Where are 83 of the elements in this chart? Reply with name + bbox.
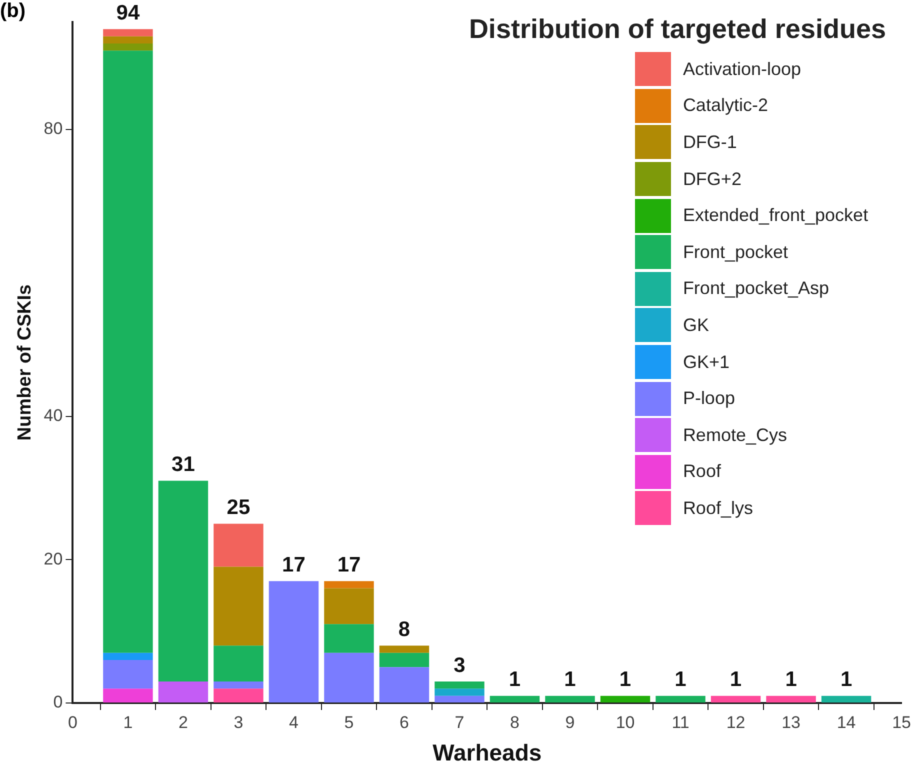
x-tick-label: 15 — [892, 712, 912, 732]
legend-label: Catalytic-2 — [682, 95, 768, 116]
total-label: 94 — [116, 1, 140, 24]
bar — [379, 646, 430, 653]
legend-label: Roof — [682, 461, 721, 482]
y-tick-label: 80 — [44, 119, 63, 138]
x-tick-label: 6 — [400, 712, 409, 732]
legend-label: Roof_lys — [682, 498, 753, 519]
y-tick-label: 20 — [44, 549, 63, 568]
bar — [545, 696, 595, 702]
legend-label: DFG-1 — [682, 132, 737, 153]
bar — [214, 646, 264, 682]
bar — [103, 29, 153, 36]
x-tick-label: 1 — [123, 712, 133, 732]
bar — [324, 588, 374, 624]
bar — [821, 696, 872, 702]
bar — [434, 696, 484, 702]
x-tick-label: 11 — [672, 712, 690, 732]
legend-label: DFG+2 — [682, 168, 742, 190]
legend-label: Extended_front_pocket — [682, 205, 868, 226]
bar — [103, 688, 153, 702]
total-label: 1 — [840, 668, 852, 692]
total-label: 8 — [398, 618, 410, 641]
bar — [214, 566, 264, 646]
legend-label: Activation-loop — [682, 58, 802, 80]
bar — [158, 681, 208, 702]
y-tick-label: 0 — [53, 692, 63, 712]
x-tick-label: 10 — [616, 712, 635, 732]
total-label: 1 — [619, 668, 632, 692]
bar — [379, 652, 430, 668]
total-label: 1 — [674, 668, 687, 692]
total-label: 1 — [508, 668, 521, 692]
bar — [268, 581, 319, 702]
bar — [324, 652, 374, 702]
x-axis-title: Warheads — [432, 740, 542, 766]
bar — [324, 624, 374, 653]
bar — [103, 44, 153, 51]
bar — [214, 524, 264, 567]
x-tick-label: 14 — [836, 712, 856, 732]
bar — [656, 696, 706, 702]
legend-label: P-loop — [682, 388, 735, 410]
total-label: 17 — [337, 553, 361, 576]
x-tick-label: 0 — [68, 712, 78, 732]
bar — [490, 696, 540, 702]
bar — [103, 50, 153, 653]
bar — [103, 36, 153, 44]
total-label: 1 — [785, 668, 798, 692]
bar — [324, 581, 374, 588]
bar — [214, 688, 264, 702]
legend-title: Distribution of targeted residues — [468, 14, 886, 45]
x-tick-label: 8 — [510, 712, 520, 732]
bar — [214, 681, 264, 689]
x-tick-label: 3 — [234, 712, 244, 732]
legend-label: Front_pocket — [682, 242, 788, 263]
x-tick-label: 7 — [454, 712, 464, 732]
total-label: 17 — [282, 553, 306, 576]
x-tick-label: 13 — [782, 712, 800, 732]
total-label: 1 — [564, 668, 576, 692]
total-label: 1 — [730, 668, 742, 692]
total-label: 31 — [172, 453, 196, 476]
text: (b) — [0, 0, 26, 23]
bar — [103, 660, 153, 689]
x-tick-label: 12 — [726, 712, 746, 732]
bar — [103, 652, 153, 660]
y-axis-title: Number of CSKIs — [14, 284, 36, 441]
x-tick-label: 9 — [565, 712, 575, 732]
bar — [158, 480, 208, 682]
bar — [434, 681, 484, 689]
bar — [710, 696, 761, 702]
bar — [766, 696, 816, 702]
legend-label: Remote_Cys — [682, 424, 787, 446]
total-label: 25 — [226, 496, 250, 520]
bar — [379, 667, 430, 702]
total-label: 3 — [454, 654, 466, 677]
x-tick-label: 2 — [178, 712, 188, 732]
bar — [600, 696, 650, 702]
bar — [434, 688, 484, 696]
legend-label: Front_pocket_Asp — [682, 278, 830, 300]
x-tick-label: 5 — [344, 712, 354, 732]
y-tick-label: 40 — [44, 406, 63, 425]
legend-label: GK — [682, 314, 709, 336]
x-tick-label: 4 — [289, 712, 298, 732]
legend-label: GK+1 — [682, 352, 730, 373]
